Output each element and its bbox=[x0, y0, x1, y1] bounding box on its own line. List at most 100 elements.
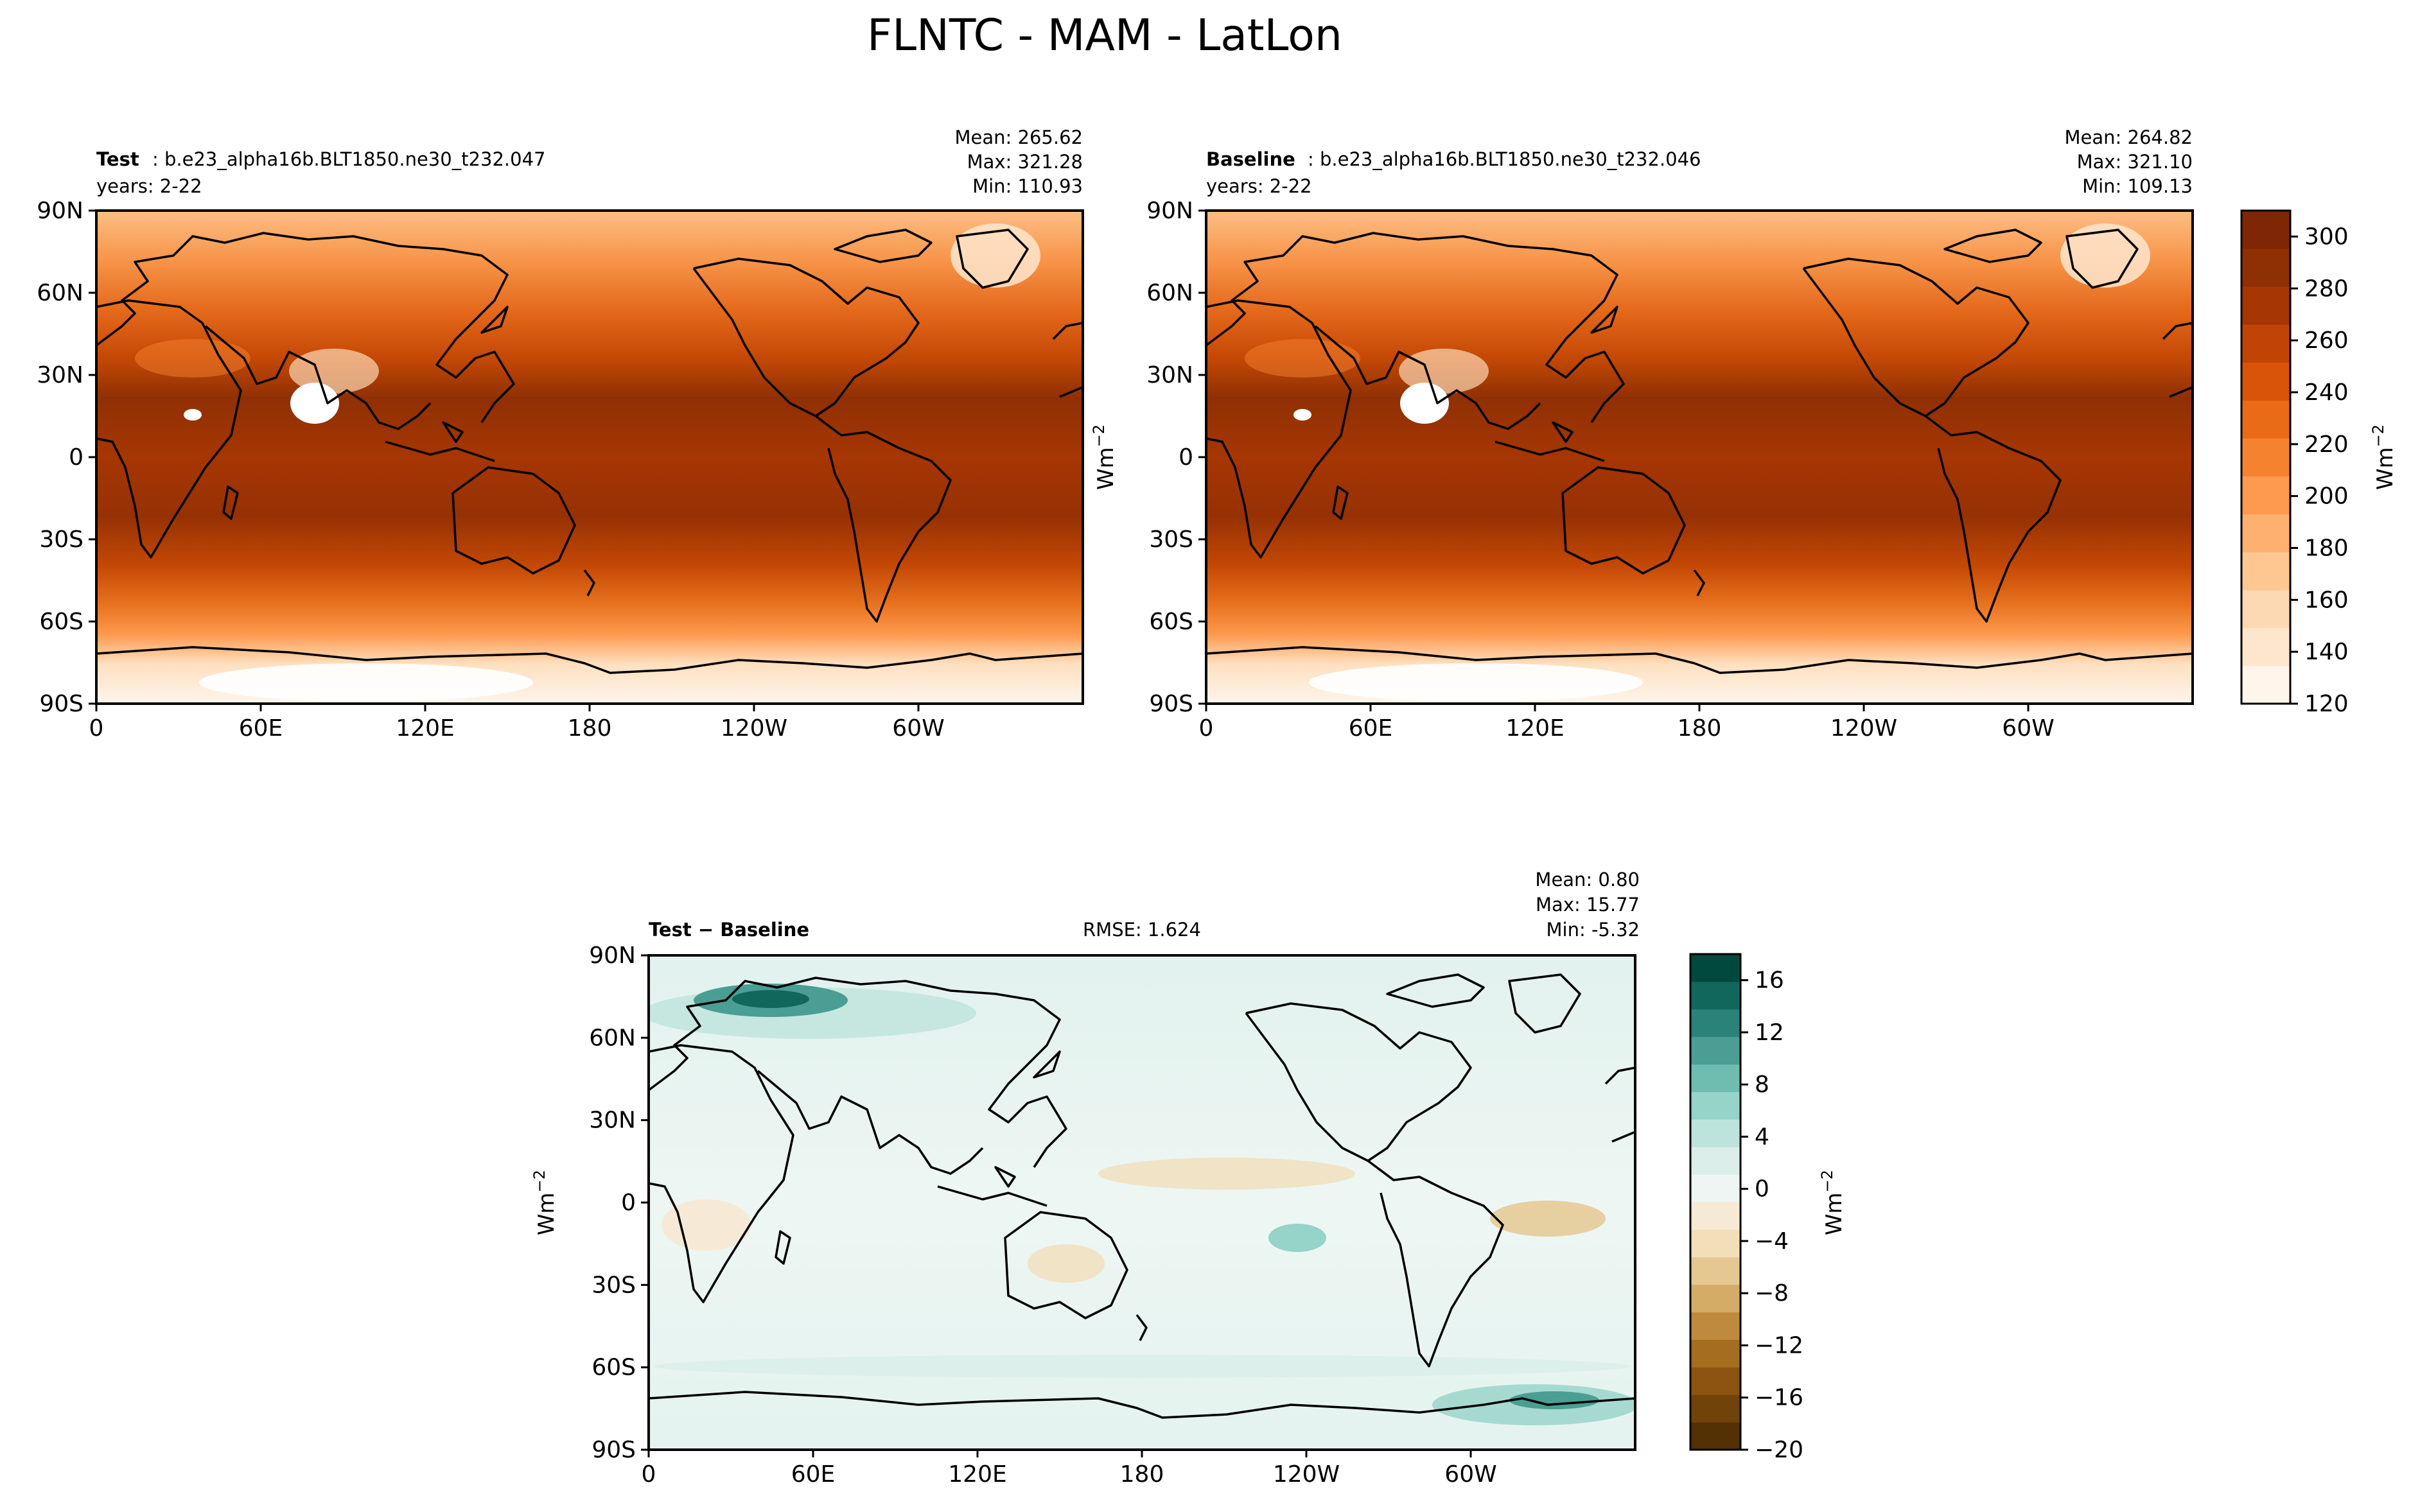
y-tick-label: 0 bbox=[69, 444, 83, 471]
map-diff-axes: 0 60E 120E 180 120W 60W 90N 60N 30N 0 30S 60S 90S bbox=[589, 943, 1496, 1488]
x-tick-label: 0 bbox=[1199, 715, 1214, 742]
figure-title: FLNTC - MAM - LatLon bbox=[867, 10, 1342, 61]
colorbar-tick-label: 260 bbox=[2304, 327, 2349, 354]
colorbar-swatch bbox=[1690, 1339, 1740, 1368]
y-tick-label: 30S bbox=[1149, 526, 1193, 553]
panel-diff-stat-min: Min: -5.32 bbox=[1547, 919, 1640, 941]
colorbar-tick-label: 8 bbox=[1755, 1072, 1769, 1098]
map-diff-southern-ring bbox=[654, 1355, 1630, 1378]
colorbar-main-label-text: Wm−2 bbox=[2369, 424, 2398, 490]
colorbar-tick-label: 16 bbox=[1755, 968, 1784, 994]
colorbar-swatch bbox=[1690, 981, 1740, 1010]
colorbar-swatch bbox=[2241, 514, 2290, 553]
colorbar-swatch bbox=[1690, 1036, 1740, 1065]
colorbar-main-swatches bbox=[2241, 211, 2290, 704]
y-tick-label: 30N bbox=[589, 1108, 636, 1134]
colorbar-swatch bbox=[2241, 627, 2290, 666]
panel-baseline-label-bold: Baseline bbox=[1206, 148, 1295, 170]
colorbar-tick-label: 160 bbox=[2304, 587, 2349, 613]
x-tick-label: 120E bbox=[396, 715, 454, 742]
x-tick-label: 120W bbox=[1830, 715, 1897, 742]
colorbar-swatch bbox=[2241, 400, 2290, 439]
colorbar-main-ticks: 120 140 160 180 200 220 240 260 280 300 bbox=[2290, 223, 2349, 717]
map-diff-pacific-neg bbox=[1098, 1158, 1355, 1190]
panel-test-label-bold: Test bbox=[96, 148, 139, 170]
map-diff-atlantic-neg bbox=[1490, 1201, 1606, 1237]
map-baseline-antarctic-feature bbox=[1309, 663, 1643, 702]
ylabel-baseline-text: Wm−2 bbox=[1090, 424, 1119, 490]
colorbar-swatch bbox=[1690, 1202, 1740, 1230]
colorbar-swatch bbox=[1690, 1312, 1740, 1340]
colorbar-tick-label: 4 bbox=[1755, 1124, 1769, 1150]
map-test-sahara-feature bbox=[135, 339, 250, 378]
x-tick-label: 120E bbox=[948, 1461, 1006, 1488]
colorbar-tick-label: −8 bbox=[1755, 1280, 1789, 1307]
colorbar-tick-label: −20 bbox=[1755, 1437, 1803, 1463]
x-tick-label: 120W bbox=[721, 715, 787, 742]
ylabel-diff: Wm−2 bbox=[530, 1170, 559, 1235]
y-tick-label: 60S bbox=[592, 1355, 636, 1381]
colorbar-swatch bbox=[1690, 954, 1740, 982]
map-test-india-missing bbox=[290, 383, 339, 424]
colorbar-main-frame bbox=[2240, 209, 2292, 705]
colorbar-swatch bbox=[2241, 589, 2290, 629]
y-tick-label: 0 bbox=[1179, 444, 1193, 471]
panel-baseline: Baseline : b.e23_alpha16b.BLT1850.ne30_t… bbox=[1090, 126, 2194, 742]
x-tick-label: 120E bbox=[1505, 715, 1564, 742]
panel-test-stat-min: Min: 110.93 bbox=[972, 175, 1083, 197]
y-tick-label: 90S bbox=[592, 1437, 636, 1463]
y-tick-label: 60N bbox=[1146, 280, 1193, 306]
panel-diff-stat-mean: Mean: 0.80 bbox=[1535, 869, 1640, 891]
y-tick-label: 90N bbox=[589, 943, 636, 969]
panel-diff-rmse: RMSE: 1.624 bbox=[1083, 919, 1201, 941]
colorbar-diff-label-text: Wm−2 bbox=[1818, 1170, 1847, 1235]
panel-baseline-stat-min: Min: 109.13 bbox=[2082, 175, 2193, 197]
colorbar-tick-label: 300 bbox=[2304, 223, 2349, 250]
x-tick-label: 60E bbox=[1349, 715, 1393, 742]
y-tick-label: 90S bbox=[39, 691, 83, 717]
colorbar-tick-label: 140 bbox=[2304, 639, 2349, 665]
panel-test: Test : b.e23_alpha16b.BLT1850.ne30_t232.… bbox=[37, 126, 1084, 742]
colorbar-swatch bbox=[1690, 1256, 1740, 1285]
colorbar-diff-ticks: 16 12 8 4 0 −4 −8 −12 −16 −20 bbox=[1740, 968, 1803, 1463]
colorbar-swatch bbox=[1690, 1009, 1740, 1038]
map-diff-australia-neg bbox=[1028, 1244, 1105, 1283]
colorbar-swatch bbox=[2241, 286, 2290, 325]
panel-diff-stat-max: Max: 15.77 bbox=[1536, 894, 1640, 916]
panel-baseline-stat-mean: Mean: 264.82 bbox=[2065, 126, 2193, 148]
colorbar-main-label-group: Wm−2 bbox=[2369, 424, 2398, 490]
colorbar-tick-label: 0 bbox=[1755, 1176, 1769, 1203]
colorbar-tick-label: 180 bbox=[2304, 535, 2349, 561]
map-baseline-greenland-feature bbox=[2060, 223, 2150, 288]
x-tick-label: 60W bbox=[892, 715, 944, 742]
map-test-africa-missing bbox=[184, 409, 202, 421]
colorbar-swatch bbox=[1690, 1229, 1740, 1258]
colorbar-main: 120 140 160 180 200 220 240 260 280 300 bbox=[2240, 209, 2349, 717]
colorbar-swatch bbox=[1690, 1147, 1740, 1175]
y-tick-label: 90S bbox=[1149, 691, 1193, 717]
x-tick-label: 60W bbox=[2002, 715, 2054, 742]
x-tick-label: 180 bbox=[1120, 1461, 1164, 1488]
map-diff-antarctic-max bbox=[1509, 1391, 1599, 1409]
map-diff: 0 60E 120E 180 120W 60W 90N 60N 30N 0 30S 60S 90S bbox=[589, 943, 1636, 1488]
y-tick-label: 60N bbox=[589, 1025, 636, 1051]
colorbar-swatch bbox=[2241, 362, 2290, 401]
map-test-axes: 0 60E 120E 180 120W 60W 90N 60N 30N 0 30S 60S 90S bbox=[37, 198, 944, 742]
colorbar-swatch bbox=[2241, 552, 2290, 591]
map-baseline-tibet-feature bbox=[1399, 349, 1489, 394]
x-tick-label: 60W bbox=[1444, 1461, 1496, 1488]
x-tick-label: 180 bbox=[1678, 715, 1722, 742]
colorbar-tick-label: 220 bbox=[2304, 431, 2349, 458]
colorbar-tick-label: 280 bbox=[2304, 275, 2349, 302]
panel-test-years: years: 2-22 bbox=[96, 175, 202, 197]
map-baseline-axes: 0 60E 120E 180 120W 60W 90N 60N 30N 0 30S 60S 90S bbox=[1146, 198, 2054, 742]
colorbar-swatch bbox=[1690, 1064, 1740, 1092]
panel-diff: Test − Baseline RMSE: 1.624 Mean: 0.80 M… bbox=[530, 869, 1640, 1488]
colorbar-swatch bbox=[1690, 1395, 1740, 1423]
map-test: 0 60E 120E 180 120W 60W 90N 60N 30N 0 30S 60S 90S bbox=[37, 198, 1084, 742]
colorbar-swatch bbox=[1690, 1119, 1740, 1147]
panel-diff-label-bold: Test − Baseline bbox=[649, 919, 809, 941]
colorbar-diff-frame bbox=[1689, 953, 1742, 1451]
x-tick-label: 60E bbox=[791, 1461, 836, 1488]
y-tick-label: 90N bbox=[1146, 198, 1193, 224]
